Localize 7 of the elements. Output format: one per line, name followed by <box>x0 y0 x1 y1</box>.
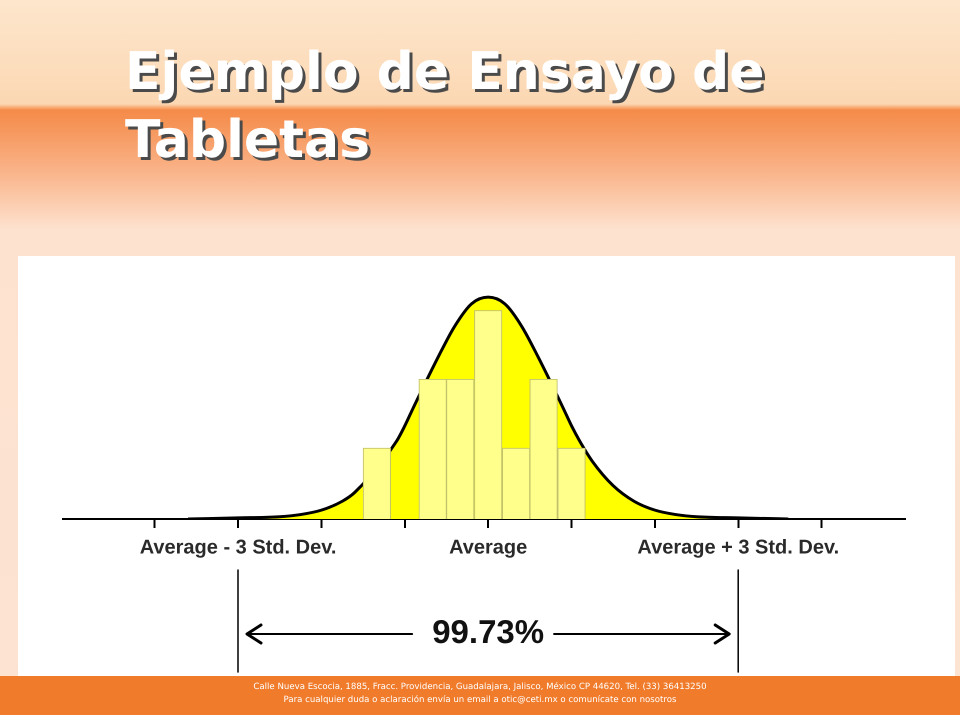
x-tick-label: Average + 3 Std. Dev. <box>637 536 840 559</box>
text: 99.73% <box>432 613 544 650</box>
chart-title: Ejemplo de Ensayo de Tabletas <box>125 41 766 172</box>
text: Para cualquier duda o aclaración envía un email a otic@ceti.mx o comunícate con nosotros <box>282 694 678 707</box>
x-tick-label: Average <box>449 536 528 559</box>
text: Calle Nueva Escocia, 1885, Fracc. Providencia, Guadalajara, Jalisco, México CP 44620, Tel. (33) 36413250 <box>252 681 708 694</box>
x-tick-label: Average - 3 Std. Dev. <box>140 536 336 559</box>
